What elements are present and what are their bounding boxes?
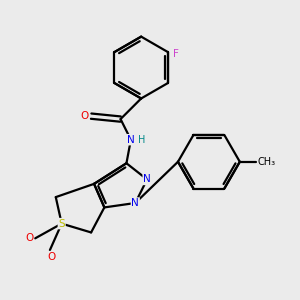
Text: N: N [143,174,151,184]
Text: F: F [173,49,179,58]
Text: N: N [131,198,139,208]
Text: H: H [138,135,146,145]
Text: O: O [47,252,56,262]
Text: S: S [58,219,65,229]
Text: CH₃: CH₃ [257,157,276,167]
Text: O: O [80,111,89,121]
Text: O: O [25,233,33,243]
Text: N: N [127,135,135,145]
